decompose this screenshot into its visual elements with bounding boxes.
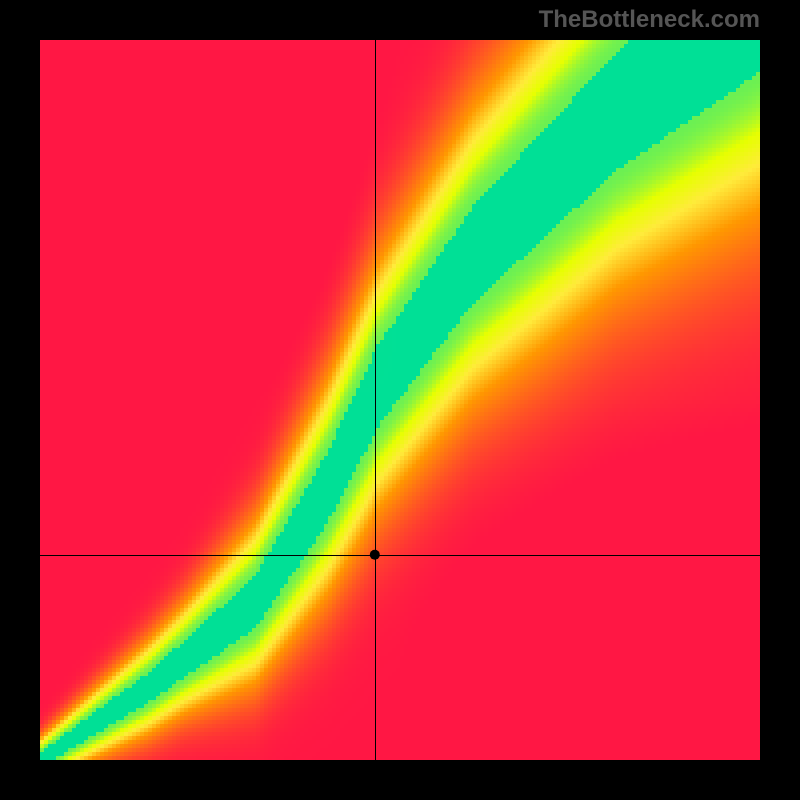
chart-container: TheBottleneck.com (0, 0, 800, 800)
crosshair-overlay (0, 0, 800, 800)
watermark-text: TheBottleneck.com (539, 6, 760, 34)
